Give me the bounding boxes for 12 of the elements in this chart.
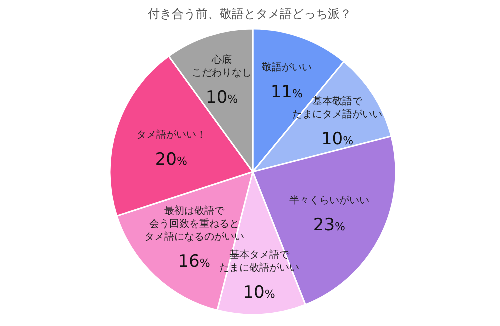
data-label: 10% bbox=[321, 129, 354, 150]
slice-label: 最初は敬語で会う回数を重ねるとタメ語になるのがいい bbox=[144, 205, 244, 244]
data-label: 20% bbox=[155, 150, 188, 170]
chart-title: 付き合う前、敬語とタメ語どっち派？ bbox=[147, 7, 352, 21]
data-label: 23% bbox=[313, 215, 346, 236]
slice-label: 半々くらいがいい bbox=[289, 194, 370, 206]
slice-label: 敬語がいい bbox=[262, 61, 312, 74]
slice-label: タメ語がいい！ bbox=[136, 128, 206, 141]
data-label: 16% bbox=[178, 252, 210, 272]
data-label: 10% bbox=[206, 88, 238, 108]
slice-label: 心底こだわりなし bbox=[192, 54, 252, 79]
data-label: 10% bbox=[243, 282, 276, 303]
